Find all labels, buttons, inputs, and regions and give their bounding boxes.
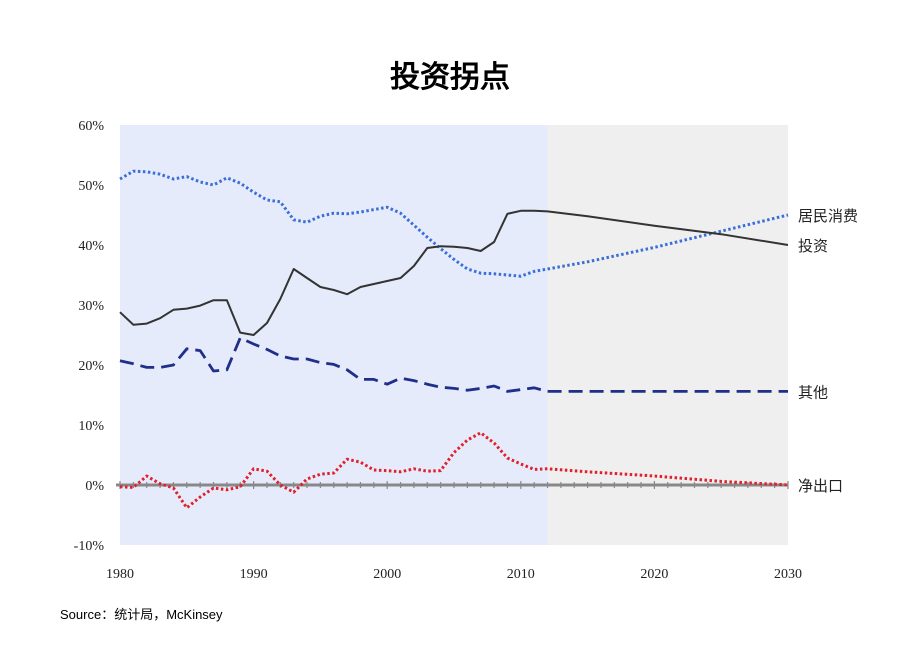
series-label: 净出口: [798, 477, 843, 495]
x-tick-label: 2000: [373, 567, 401, 582]
series-label: 其他: [798, 383, 828, 401]
axis-layer: 60% 50% 40% 30% 20% 10% 0% -10%1980 1990 2000 2010…: [74, 119, 802, 582]
y-tick-label: 10%: [78, 419, 104, 434]
series-line-投资: [119, 209, 789, 336]
background-layer: [120, 125, 788, 545]
y-tick-label: 30%: [78, 299, 104, 314]
y-tick-label: 40%: [78, 239, 104, 254]
x-tick-label: 2010: [507, 567, 535, 582]
y-tick-label: -10%: [74, 539, 105, 554]
y-tick-label: 50%: [78, 179, 104, 194]
x-tick-label: 1990: [240, 567, 268, 582]
series-layer: [119, 169, 789, 510]
x-tick-label: 2020: [640, 567, 668, 582]
forecast-region: [547, 125, 788, 545]
y-tick-label: 0%: [85, 479, 104, 494]
source-note: Source：统计局，McKinsey: [60, 607, 223, 622]
chart-title: 投资拐点: [390, 60, 510, 95]
series-label: 投资: [798, 237, 828, 255]
series-line-其他: [119, 336, 788, 393]
y-tick-label: 60%: [78, 119, 104, 134]
x-tick-label: 2030: [774, 567, 802, 582]
series-label: 居民消费: [798, 207, 858, 225]
historical-region: [120, 125, 548, 545]
y-tick-label: 20%: [78, 359, 104, 374]
x-tick-label: 1980: [106, 567, 134, 582]
series-line-净出口: [119, 431, 789, 510]
series-line-居民消费: [119, 169, 789, 278]
